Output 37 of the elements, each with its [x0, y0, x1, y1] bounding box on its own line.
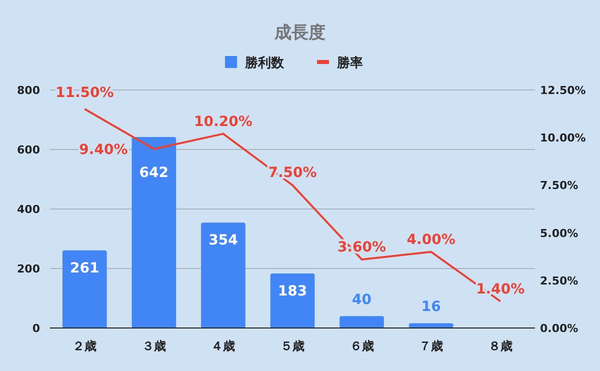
data-label: 16: [421, 299, 441, 316]
data-label: 261: [70, 260, 100, 276]
data-label: 40: [352, 292, 372, 308]
bar: [340, 316, 384, 328]
data-label: 9.40%: [79, 142, 128, 158]
y-tick-label: 0: [32, 322, 40, 335]
legend-label: 勝利数: [244, 55, 285, 71]
data-label: 11.50%: [55, 85, 114, 102]
y2-tick-label: 12.50%: [540, 84, 586, 97]
x-tick-label: ２歳: [72, 339, 97, 353]
y2-tick-label: 2.50%: [540, 274, 578, 288]
x-tick-label: ３歳: [142, 339, 166, 353]
y-tick-label: 600: [17, 144, 40, 156]
bar: [132, 137, 176, 328]
x-tick-label: ４歳: [211, 339, 236, 353]
x-tick-label: ６歳: [350, 339, 374, 353]
data-label: 642: [139, 165, 169, 182]
y2-tick-label: 7.50%: [540, 179, 578, 192]
data-label: 354: [208, 232, 238, 249]
x-tick-label: ７歳: [419, 339, 444, 353]
y-tick-label: 800: [17, 84, 40, 97]
bar: [270, 274, 315, 328]
x-tick-label: ５歳: [280, 339, 304, 353]
y2-tick-label: 10.00%: [540, 132, 586, 145]
bar: [62, 250, 107, 328]
bar: [201, 222, 246, 328]
y2-tick-label: 5.00%: [540, 226, 578, 240]
x-tick-label: ８歳: [488, 339, 512, 353]
y-tick-label: 400: [17, 203, 40, 216]
y2-tick-label: 0.00%: [540, 322, 578, 335]
data-label: 183: [278, 284, 308, 300]
data-label: 10.20%: [194, 114, 252, 130]
chart-title: 成長度: [274, 23, 326, 43]
legend-label: 勝率: [336, 55, 363, 71]
bar: [408, 323, 454, 328]
data-label: 4.00%: [406, 232, 456, 248]
y-tick-label: 200: [17, 262, 40, 276]
